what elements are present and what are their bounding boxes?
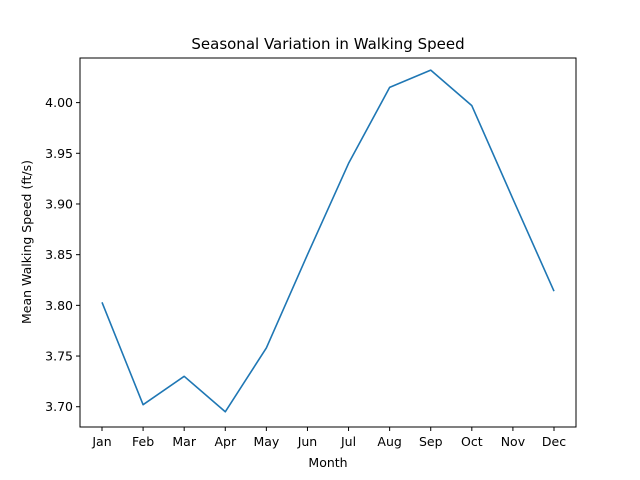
chart-title: Seasonal Variation in Walking Speed (191, 35, 464, 53)
x-tick-label: Mar (172, 434, 196, 449)
series-layer (101, 69, 555, 413)
y-tick-label: 3.85 (45, 247, 73, 262)
x-tick-label: May (253, 434, 279, 449)
x-tick-label: Aug (377, 434, 401, 449)
y-axis: 3.70 3.75 3.80 3.85 3.90 3.95 4.00 (45, 95, 80, 414)
x-tick-label: Feb (132, 434, 154, 449)
x-tick-label: Jul (340, 434, 356, 449)
x-tick-label: Dec (542, 434, 566, 449)
y-tick-label: 3.70 (45, 399, 73, 414)
x-axis: Jan Feb Mar Apr May Jun Jul Aug Sep Oct Nov Dec (91, 427, 566, 449)
y-tick-label: 3.80 (45, 298, 73, 313)
plot-area (79, 57, 577, 428)
x-tick-label: Jun (297, 434, 318, 449)
y-tick-label: 3.95 (45, 146, 73, 161)
y-tick-label: 3.90 (45, 196, 73, 211)
x-tick-label: Apr (214, 434, 236, 449)
x-tick-label: Jan (91, 434, 111, 449)
series-line (101, 69, 555, 413)
x-tick-label: Sep (419, 434, 443, 449)
x-tick-label: Nov (501, 434, 526, 449)
x-axis-title: Month (308, 455, 347, 470)
x-tick-label: Oct (461, 434, 483, 449)
y-axis-title: Mean Walking Speed (ft/s) (19, 160, 34, 324)
y-tick-label: 4.00 (45, 95, 73, 110)
y-tick-label: 3.75 (45, 349, 73, 364)
